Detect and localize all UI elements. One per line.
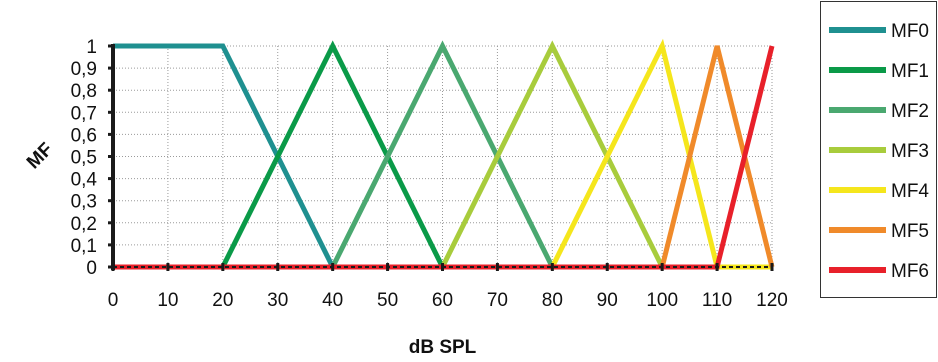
legend-label-mf0: MF0 xyxy=(891,21,929,42)
y-tick-label: 0,8 xyxy=(71,81,97,102)
y-axis-title: MF xyxy=(23,139,57,173)
legend: MF0 MF1 MF2 MF3 MF4 MF5 MF6 xyxy=(820,1,937,298)
x-tick-label: 80 xyxy=(542,290,563,311)
legend-label-mf5: MF5 xyxy=(891,221,929,242)
y-tick-label: 0,9 xyxy=(71,59,97,80)
x-tick-label: 40 xyxy=(322,290,343,311)
legend-label-mf3: MF3 xyxy=(891,141,929,162)
axes xyxy=(108,44,774,271)
x-tick-label: 30 xyxy=(267,290,288,311)
y-tick-label: 0,5 xyxy=(71,148,97,169)
x-axis-title: dB SPL xyxy=(409,337,477,358)
x-tick-label: 90 xyxy=(597,290,618,311)
y-tick-label: 1 xyxy=(86,37,97,58)
y-tick-label: 0,6 xyxy=(71,125,97,146)
legend-label-mf4: MF4 xyxy=(891,181,929,202)
y-tick-labels: 00,10,20,30,40,50,60,70,80,91 xyxy=(71,37,98,279)
x-tick-label: 20 xyxy=(212,290,233,311)
legend-label-mf6: MF6 xyxy=(891,261,929,282)
x-tick-label: 100 xyxy=(646,290,678,311)
y-tick-label: 0,4 xyxy=(71,170,98,191)
x-tick-label: 10 xyxy=(157,290,178,311)
x-tick-label: 60 xyxy=(432,290,453,311)
legend-label-mf2: MF2 xyxy=(891,101,929,122)
x-tick-label: 120 xyxy=(756,290,788,311)
x-tick-label: 70 xyxy=(487,290,508,311)
x-tick-label: 0 xyxy=(108,290,119,311)
grid xyxy=(113,45,773,267)
y-tick-label: 0 xyxy=(86,258,97,279)
x-tick-label: 110 xyxy=(702,290,732,311)
y-tick-label: 0,2 xyxy=(71,214,97,235)
x-tick-label: 50 xyxy=(377,290,398,311)
y-tick-label: 0,3 xyxy=(71,192,97,213)
legend-label-mf1: MF1 xyxy=(891,61,929,82)
x-tick-labels: 0 10 20 30 40 50 60 70 80 90 100 110 120 xyxy=(108,290,788,311)
y-tick-label: 0,7 xyxy=(71,103,97,124)
y-tick-label: 0,1 xyxy=(71,236,97,257)
